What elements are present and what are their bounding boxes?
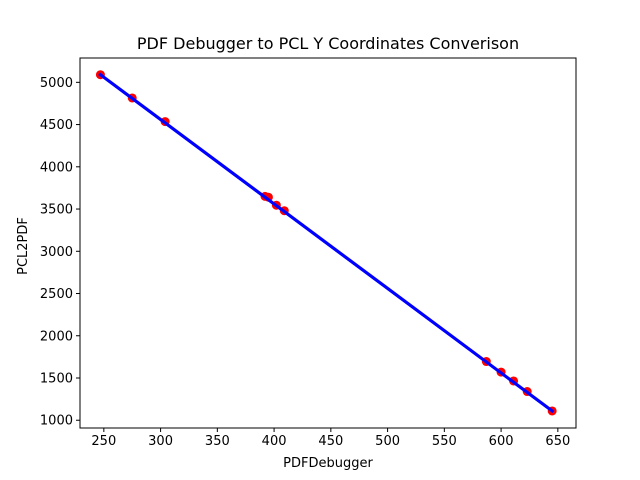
x-tick-label: 400 bbox=[262, 434, 287, 449]
y-tick-label: 4500 bbox=[40, 118, 73, 133]
x-tick-label: 350 bbox=[205, 434, 230, 449]
x-tick-label: 500 bbox=[375, 434, 400, 449]
y-tick-label: 2500 bbox=[40, 287, 73, 302]
x-tick-label: 450 bbox=[318, 434, 343, 449]
y-tick-label: 5000 bbox=[40, 76, 73, 91]
fit-line bbox=[98, 72, 555, 414]
x-tick-label: 600 bbox=[489, 434, 514, 449]
plot-area: 250 300 350 400 450 500 550 600 650 1000 1500 2000 2… bbox=[40, 57, 577, 449]
y-tick-label: 1000 bbox=[40, 414, 73, 429]
y-tick-label: 2000 bbox=[40, 329, 73, 344]
chart-title: PDF Debugger to PCL Y Coordinates Conver… bbox=[137, 34, 519, 53]
y-tick-label: 3500 bbox=[40, 203, 73, 218]
x-tick-label: 650 bbox=[545, 434, 570, 449]
y-tick-label: 1500 bbox=[40, 371, 73, 386]
y-axis-label: PCL2PDF bbox=[16, 217, 31, 275]
y-tick-label: 3000 bbox=[40, 245, 73, 260]
x-tick-label: 550 bbox=[432, 434, 457, 449]
x-tick-label: 300 bbox=[148, 434, 173, 449]
x-axis-label: PDFDebugger bbox=[283, 456, 373, 471]
axes-frame bbox=[79, 57, 577, 429]
y-tick-label: 4000 bbox=[40, 160, 73, 175]
x-tick-label: 250 bbox=[91, 434, 116, 449]
